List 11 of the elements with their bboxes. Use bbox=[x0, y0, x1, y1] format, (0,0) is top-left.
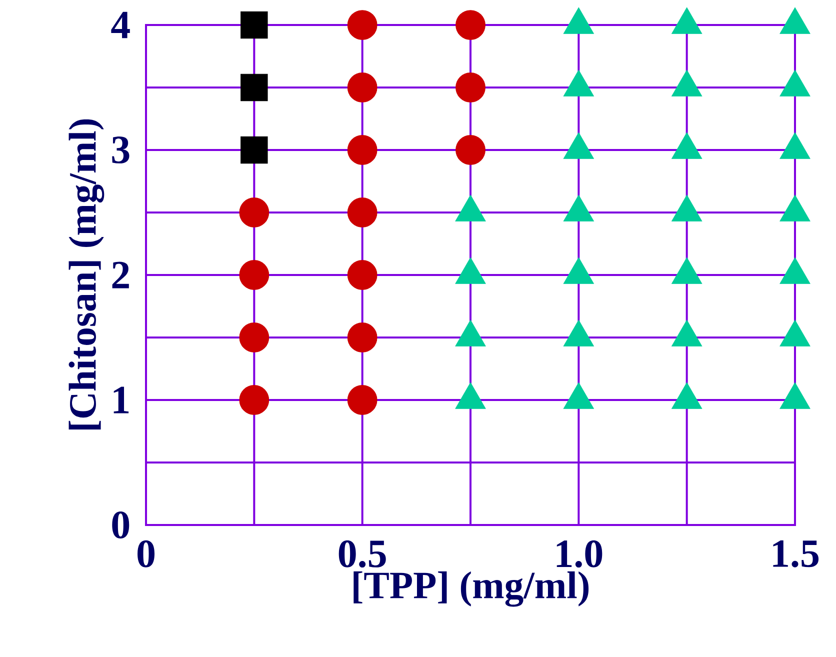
y-axis-title: [Chitosan] (mg/ml) bbox=[68, 119, 104, 430]
y-tick-label: 2 bbox=[112, 262, 129, 288]
x-tick-label: 1.0 bbox=[556, 540, 602, 568]
y-tick-label: 1 bbox=[114, 386, 129, 414]
x-tick-label: 1.5 bbox=[773, 540, 819, 568]
x-axis-title: [TPP] (mg/ml) bbox=[354, 571, 589, 607]
y-tick-label: 4 bbox=[111, 12, 130, 38]
y-tick-label: 3 bbox=[112, 136, 130, 164]
x-tick-label: 0.5 bbox=[338, 540, 386, 568]
x-tick-label: 0 bbox=[138, 540, 154, 568]
y-tick-label: 0 bbox=[112, 511, 130, 538]
